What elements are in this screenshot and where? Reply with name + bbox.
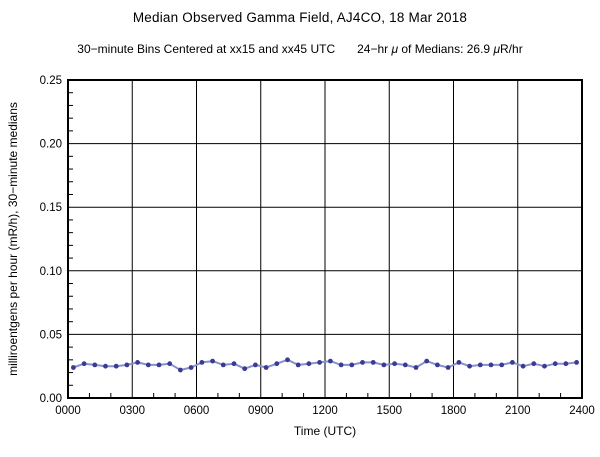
data-point bbox=[135, 360, 141, 365]
data-point bbox=[103, 363, 108, 369]
data-point bbox=[92, 362, 98, 368]
y-tick-label: 0.25 bbox=[40, 75, 62, 87]
data-point bbox=[263, 365, 269, 370]
data-point bbox=[413, 365, 419, 370]
data-point bbox=[317, 360, 322, 365]
x-axis-title: Time (UTC) bbox=[294, 424, 356, 438]
data-point bbox=[253, 362, 258, 368]
data-point bbox=[306, 361, 312, 367]
data-point bbox=[424, 358, 430, 364]
data-point bbox=[542, 363, 547, 369]
data-point bbox=[338, 362, 344, 368]
data-point bbox=[81, 361, 87, 367]
mu-symbol: μ bbox=[391, 42, 399, 56]
data-point bbox=[552, 361, 558, 367]
data-point bbox=[435, 362, 440, 368]
y-tick-label: 0.20 bbox=[40, 139, 62, 151]
x-tick-label: 1200 bbox=[312, 405, 338, 417]
data-point bbox=[370, 360, 376, 365]
data-point bbox=[199, 360, 205, 365]
data-point bbox=[531, 361, 537, 367]
data-point bbox=[210, 358, 216, 364]
data-point bbox=[231, 361, 237, 367]
x-tick-label: 1500 bbox=[376, 405, 402, 417]
data-point bbox=[295, 362, 301, 368]
subtitle-mean-text: 24−hr μ of Medians: 26.9 μR/hr bbox=[357, 42, 523, 56]
x-tick-label: 0600 bbox=[184, 405, 210, 417]
data-point bbox=[402, 362, 408, 368]
chart-title: Median Observed Gamma Field, AJ4CO, 18 M… bbox=[132, 10, 468, 25]
data-point bbox=[520, 363, 526, 369]
subtitle-bins-text: 30−minute Bins Centered at xx15 and xx45… bbox=[77, 42, 336, 56]
subtitle-mean-prefix: 24−hr bbox=[357, 42, 392, 56]
data-point bbox=[113, 363, 119, 369]
x-tick-label: 1800 bbox=[441, 405, 467, 417]
data-point bbox=[145, 362, 151, 368]
data-point bbox=[220, 362, 226, 368]
data-point bbox=[360, 360, 365, 365]
data-point bbox=[71, 365, 76, 370]
data-point bbox=[445, 365, 451, 370]
subtitle-mean-suffix: R/hr bbox=[500, 42, 523, 56]
x-tick-label: 2400 bbox=[569, 405, 595, 417]
data-point bbox=[467, 363, 472, 369]
data-point bbox=[563, 361, 569, 367]
x-tick-label: 0300 bbox=[119, 405, 145, 417]
mu-symbol: μ bbox=[493, 42, 501, 56]
y-axis-title: milliroentgens per hour (mR/h), 30−minut… bbox=[6, 102, 20, 376]
data-point bbox=[178, 367, 183, 373]
data-point bbox=[274, 361, 280, 367]
plot-frame bbox=[67, 79, 583, 399]
x-tick-label: 2100 bbox=[505, 405, 531, 417]
data-point bbox=[456, 360, 462, 365]
data-point bbox=[124, 362, 130, 368]
chart-subtitle: 30−minute Bins Centered at xx15 and xx45… bbox=[0, 42, 600, 56]
y-tick-label: 0.00 bbox=[40, 393, 62, 405]
data-point bbox=[349, 362, 355, 368]
data-point bbox=[242, 366, 248, 372]
x-tick-label: 0000 bbox=[55, 405, 81, 417]
data-point bbox=[381, 362, 387, 368]
x-tick-label: 0900 bbox=[248, 405, 274, 417]
data-point bbox=[499, 362, 505, 368]
data-point bbox=[156, 362, 162, 368]
data-point bbox=[488, 362, 494, 368]
data-point bbox=[285, 357, 290, 363]
data-point bbox=[392, 361, 397, 367]
data-point bbox=[328, 358, 333, 364]
y-tick-label: 0.10 bbox=[40, 266, 62, 278]
y-tick-label: 0.15 bbox=[40, 202, 62, 214]
data-point bbox=[477, 362, 483, 368]
subtitle-mean-mid: of Medians: 26.9 bbox=[398, 42, 494, 56]
y-tick-label: 0.05 bbox=[40, 329, 62, 341]
data-point bbox=[188, 365, 194, 370]
data-point bbox=[574, 360, 579, 365]
data-point bbox=[510, 360, 515, 365]
data-point bbox=[167, 361, 173, 367]
